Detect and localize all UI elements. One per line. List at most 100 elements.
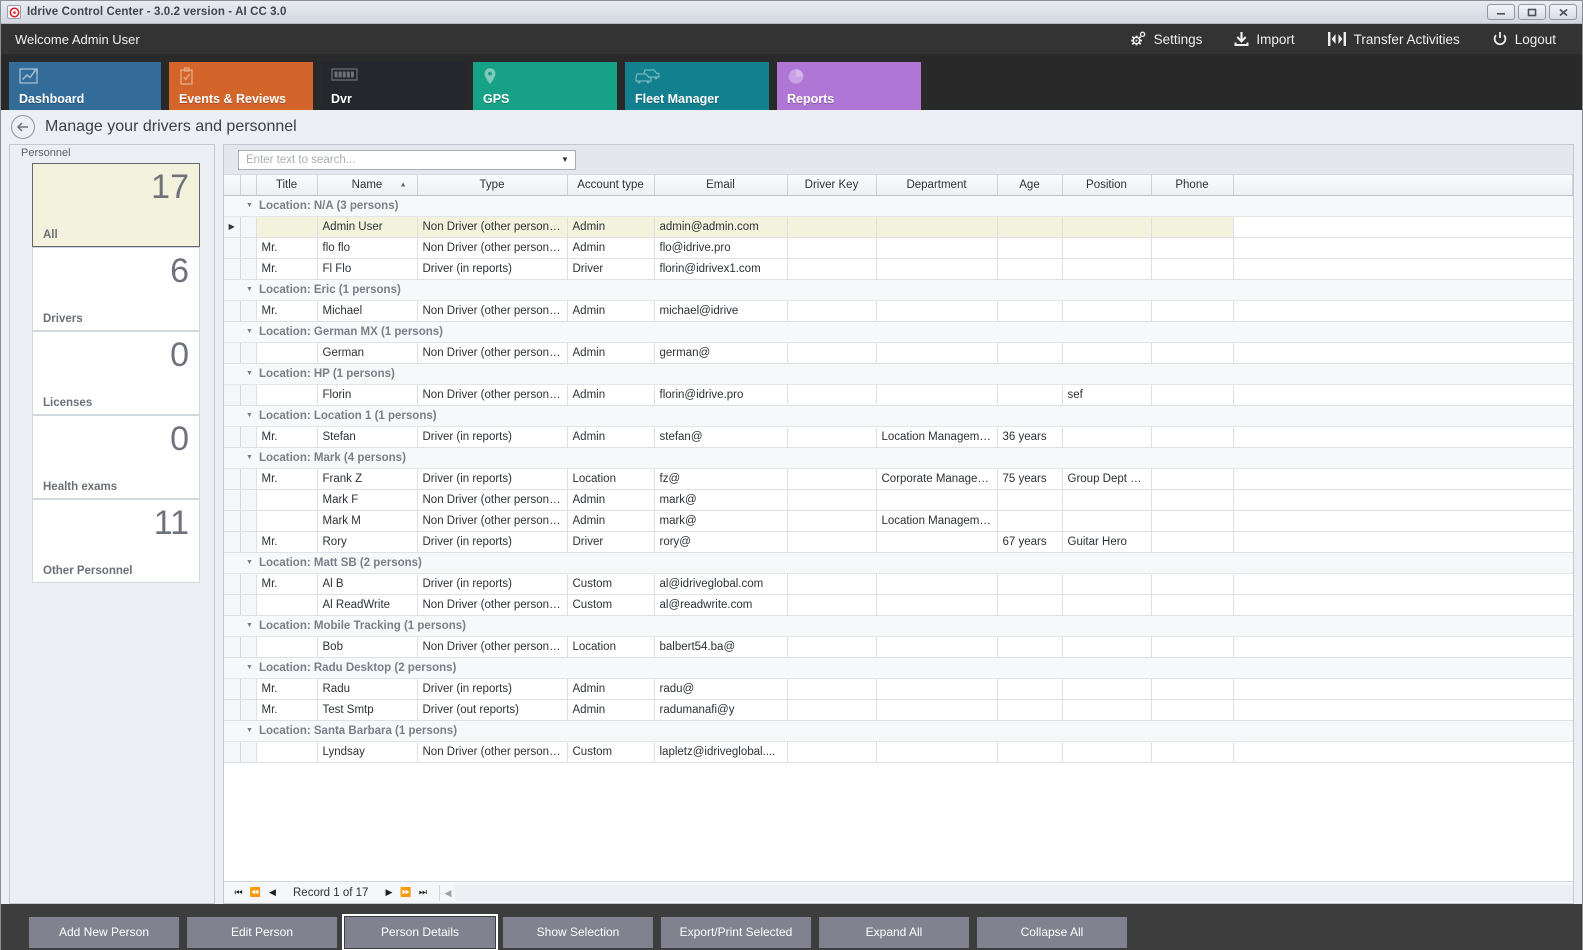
cell-position[interactable] (1062, 216, 1152, 238)
row-indicator-cell[interactable] (224, 741, 241, 763)
cell-age[interactable] (997, 489, 1063, 511)
cell-phone[interactable] (1151, 678, 1234, 700)
cell-email[interactable]: radu@ (654, 678, 788, 700)
pager-next-button[interactable]: ▶ (385, 887, 393, 897)
cell-title[interactable]: Mr. (256, 573, 318, 595)
cell-position[interactable] (1062, 636, 1152, 658)
cell-title[interactable] (256, 384, 318, 406)
back-arrow-icon[interactable] (11, 115, 35, 139)
cell-position[interactable] (1062, 258, 1152, 280)
nav-tile-dvr[interactable]: Dvr (321, 62, 465, 110)
group-collapse-triangle-icon[interactable]: ▼ (246, 202, 253, 209)
table-row[interactable]: Mr. Test Smtp Driver (out reports) Admin rad… (224, 699, 1573, 721)
cell-phone[interactable] (1151, 594, 1234, 616)
person-details-button[interactable]: Person Details (342, 913, 498, 950)
cell-title[interactable]: Mr. (256, 531, 318, 553)
table-row[interactable]: Mr. flo flo Non Driver (other personnel) Ad… (224, 237, 1573, 259)
cell-account-type[interactable]: Admin (567, 699, 655, 721)
cell-driver-key[interactable] (787, 489, 877, 511)
column-header-position[interactable]: Position (1062, 175, 1152, 196)
table-row[interactable]: Mr. Al B Driver (in reports) Custom al@idriv… (224, 573, 1573, 595)
cell-type[interactable]: Non Driver (other personnel) (417, 384, 568, 406)
cell-phone[interactable] (1151, 531, 1234, 553)
pager-next-page-button[interactable]: ⏩ (400, 887, 412, 897)
cell-email[interactable]: fz@ (654, 468, 788, 490)
cell-department[interactable] (876, 342, 998, 364)
cell-phone[interactable] (1151, 468, 1234, 490)
cell-driver-key[interactable] (787, 699, 877, 721)
cell-age[interactable] (997, 594, 1063, 616)
cell-account-type[interactable]: Custom (567, 741, 655, 763)
cell-account-type[interactable]: Location (567, 468, 655, 490)
cell-type[interactable]: Driver (in reports) (417, 573, 568, 595)
cell-phone[interactable] (1151, 237, 1234, 259)
cell-type[interactable]: Driver (in reports) (417, 531, 568, 553)
cell-phone[interactable] (1151, 342, 1234, 364)
row-indicator-cell[interactable] (224, 300, 241, 322)
nav-tile-events-reviews[interactable]: Events & Reviews (169, 62, 313, 110)
cell-phone[interactable] (1151, 384, 1234, 406)
cell-account-type[interactable]: Admin (567, 342, 655, 364)
current-row-indicator-icon[interactable]: ▶ (224, 216, 241, 238)
table-group-row[interactable]: ▼ Location: Mobile Tracking (1 persons) (224, 614, 1573, 637)
horizontal-scroll-left-button[interactable]: ◀ (439, 884, 455, 901)
table-group-row[interactable]: ▼ Location: Matt SB (2 persons) (224, 551, 1573, 574)
cell-account-type[interactable]: Admin (567, 426, 655, 448)
cell-department[interactable] (876, 699, 998, 721)
add-new-person-button[interactable]: Add New Person (29, 916, 179, 948)
expand-all-button[interactable]: Expand All (819, 916, 969, 948)
logout-button[interactable]: Logout (1476, 24, 1572, 54)
pager-prev-page-button[interactable]: ⏪ (249, 887, 262, 897)
table-row[interactable]: Mr. Michael Non Driver (other personnel) Ad… (224, 300, 1573, 322)
cell-age[interactable]: 67 years (997, 531, 1063, 553)
cell-email[interactable]: radumanafi@y (654, 699, 788, 721)
cell-department[interactable] (876, 678, 998, 700)
row-indicator-cell[interactable] (224, 342, 241, 364)
group-collapse-triangle-icon[interactable]: ▼ (246, 286, 253, 293)
cell-position[interactable] (1062, 237, 1152, 259)
cell-title[interactable] (256, 342, 318, 364)
group-collapse-triangle-icon[interactable]: ▼ (246, 664, 253, 671)
cell-driver-key[interactable] (787, 510, 877, 532)
cell-type[interactable]: Driver (in reports) (417, 678, 568, 700)
cell-department[interactable] (876, 573, 998, 595)
cell-account-type[interactable]: Admin (567, 678, 655, 700)
cell-position[interactable]: sef (1062, 384, 1152, 406)
cell-department[interactable]: Corporate Managem... (876, 468, 998, 490)
cell-department[interactable] (876, 384, 998, 406)
cell-title[interactable] (256, 510, 318, 532)
cell-department[interactable] (876, 258, 998, 280)
table-row[interactable]: German Non Driver (other personnel) Admin g… (224, 342, 1573, 364)
cell-name[interactable]: Fl Flo (317, 258, 418, 280)
cell-position[interactable] (1062, 426, 1152, 448)
table-row[interactable]: Mr. Stefan Driver (in reports) Admin stefan@… (224, 426, 1573, 448)
cell-title[interactable]: Mr. (256, 258, 318, 280)
cell-title[interactable] (256, 741, 318, 763)
row-indicator-cell[interactable] (224, 468, 241, 490)
cell-name[interactable]: Rory (317, 531, 418, 553)
sidebar-card-licenses[interactable]: 0 Licenses (32, 331, 200, 415)
minimize-button[interactable] (1487, 4, 1515, 20)
cell-position[interactable]: Guitar Hero (1062, 531, 1152, 553)
cell-department[interactable] (876, 216, 998, 238)
row-indicator-cell[interactable] (224, 531, 241, 553)
cell-driver-key[interactable] (787, 384, 877, 406)
cell-type[interactable]: Non Driver (other personnel) (417, 510, 568, 532)
cell-department[interactable] (876, 237, 998, 259)
cell-driver-key[interactable] (787, 300, 877, 322)
table-group-row[interactable]: ▼ Location: German MX (1 persons) (224, 320, 1573, 343)
cell-email[interactable]: al@readwrite.com (654, 594, 788, 616)
cell-title[interactable]: Mr. (256, 699, 318, 721)
show-selection-button[interactable]: Show Selection (503, 916, 653, 948)
search-combobox[interactable]: ▼ (238, 149, 576, 170)
cell-driver-key[interactable] (787, 573, 877, 595)
close-button[interactable] (1549, 4, 1577, 20)
edit-person-button[interactable]: Edit Person (187, 916, 337, 948)
pager-prev-button[interactable]: ◀ (269, 887, 276, 897)
cell-name[interactable]: German (317, 342, 418, 364)
cell-driver-key[interactable] (787, 741, 877, 763)
cell-title[interactable]: Mr. (256, 237, 318, 259)
cell-position[interactable] (1062, 699, 1152, 721)
group-collapse-triangle-icon[interactable]: ▼ (246, 328, 253, 335)
group-collapse-triangle-icon[interactable]: ▼ (246, 727, 253, 734)
